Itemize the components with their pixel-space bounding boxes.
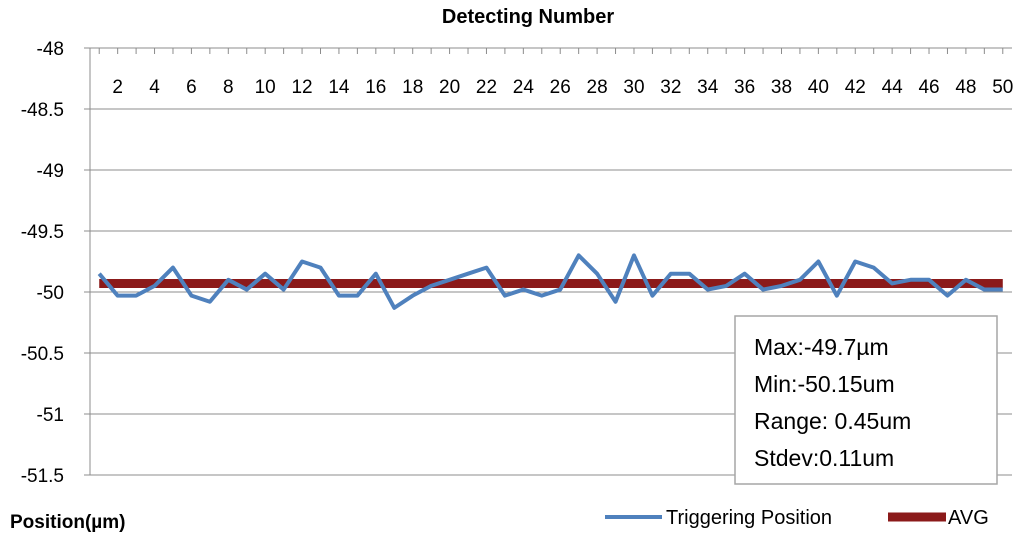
x-tick-label: 10	[255, 77, 276, 98]
x-tick-label: 28	[587, 77, 608, 98]
stats-line: Min:-50.15um	[754, 371, 895, 397]
y-tick-label: -49	[37, 161, 64, 182]
y-axis-label: Position(µm)	[10, 512, 125, 533]
y-tick-label: -48	[37, 39, 64, 60]
legend-label-avg: AVG	[948, 507, 989, 529]
legend: Triggering Position AVG	[605, 507, 989, 529]
chart-title: Detecting Number	[442, 6, 614, 28]
stats-line: Max:-49.7µm	[754, 334, 889, 360]
series-group	[97, 253, 1003, 310]
x-axis: 2 4 6 8 10 12 14 16 18 20 22 24 26 28 30 32 34 36 38 40 42 44…	[98, 48, 1013, 98]
x-tick-label: 42	[845, 77, 866, 98]
x-tick-label: 40	[808, 77, 829, 98]
stats-line: Stdev:0.11um	[754, 445, 894, 471]
x-tick-label: 2	[112, 77, 123, 98]
y-tick-label: -50	[37, 283, 64, 304]
x-tick-label: 18	[402, 77, 423, 98]
x-tick-label: 12	[291, 77, 312, 98]
x-tick-label: 14	[328, 77, 350, 98]
y-tick-label: -50.5	[21, 344, 64, 365]
x-tick-label: 44	[882, 77, 904, 98]
x-tick-label: 36	[734, 77, 755, 98]
series-line-triggering-position	[97, 253, 1003, 310]
y-tick-label: -51.5	[21, 466, 64, 487]
x-tick-label: 34	[697, 77, 719, 98]
x-tick-label: 30	[623, 77, 644, 98]
x-tick-label: 6	[186, 77, 197, 98]
y-axis: -48 -48.5 -49 -49.5 -50 -50.5 -51 -51.5	[21, 39, 91, 487]
x-tick-label: 38	[771, 77, 792, 98]
legend-label-triggering-position: Triggering Position	[666, 507, 832, 529]
x-tick-label: 8	[223, 77, 234, 98]
x-tick-label: 16	[365, 77, 386, 98]
x-tick-label: 50	[992, 77, 1013, 98]
stats-box-frame	[734, 315, 998, 485]
y-tick-label: -49.5	[21, 222, 64, 243]
x-tick-label: 26	[550, 77, 571, 98]
x-tick-label: 20	[439, 77, 460, 98]
x-tick-label: 32	[660, 77, 681, 98]
x-tick-label: 48	[955, 77, 976, 98]
x-tick-label: 4	[149, 77, 160, 98]
stats-line: Range: 0.45um	[754, 408, 911, 434]
y-tick-label: -48.5	[21, 100, 64, 121]
y-tick-label: -51	[37, 405, 64, 426]
x-tick-label: 46	[918, 77, 939, 98]
stats-box: Max:-49.7µm Min:-50.15um Range: 0.45um Stde…	[734, 315, 998, 485]
x-tick-label: 22	[476, 77, 497, 98]
x-tick-label: 24	[513, 77, 535, 98]
